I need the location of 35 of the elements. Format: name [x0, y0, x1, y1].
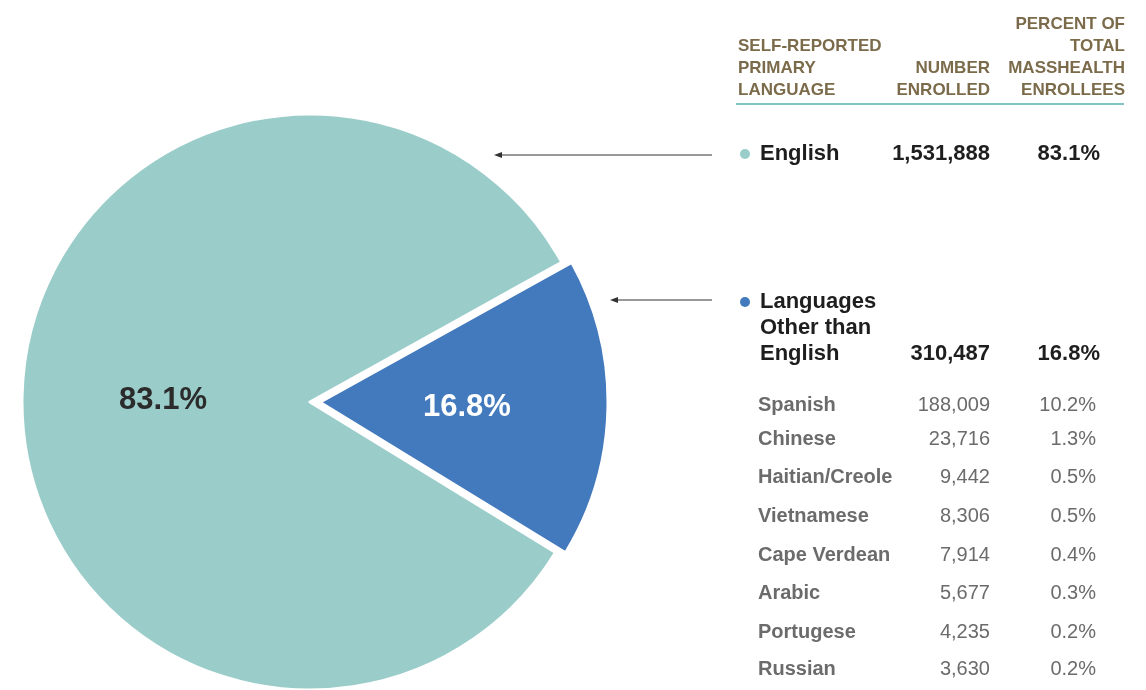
text: 188,009 — [916, 392, 990, 416]
text: 5,677 — [938, 580, 990, 604]
text: NUMBER ENROLLED — [895, 57, 990, 101]
text: 8,306 — [938, 503, 990, 527]
text: Cape Verdean — [758, 542, 892, 566]
text: Russian — [758, 656, 837, 680]
text: 7,914 — [938, 542, 990, 566]
text: Arabic — [758, 580, 822, 604]
text: 0.4% — [1049, 542, 1096, 566]
text: Spanish — [758, 392, 837, 416]
text: 3,630 — [938, 656, 990, 680]
text: Chinese — [758, 426, 837, 450]
text: Haitian/Creole — [758, 464, 894, 488]
text: 0.5% — [1049, 503, 1096, 527]
text: 9,442 — [938, 464, 990, 488]
data-label: 83.1% — [119, 381, 207, 417]
text: 1,531,888 — [891, 140, 990, 166]
text: 0.2% — [1049, 619, 1096, 643]
text: 83.1% — [1037, 140, 1100, 165]
text: Portugese — [758, 619, 857, 643]
text: 310,487 — [909, 340, 990, 366]
legend-label: English — [760, 140, 841, 166]
text: Vietnamese — [758, 503, 870, 527]
text: 16.8% — [1037, 340, 1100, 365]
data-label: 16.8% — [423, 387, 511, 423]
text: 0.5% — [1049, 464, 1096, 488]
text: SELF-REPORTED PRIMARY LANGUAGE — [738, 35, 883, 101]
text: 23,716 — [927, 426, 990, 450]
text: 0.3% — [1049, 580, 1096, 604]
text: 4,235 — [938, 619, 990, 643]
text: 0.2% — [1049, 656, 1096, 680]
text: 10.2% — [1038, 392, 1096, 416]
legend-label: Languages Other than English — [760, 288, 878, 366]
text: 1.3% — [1049, 426, 1096, 450]
text: PERCENT OF TOTAL MASSHEALTH ENROLLEES — [1007, 13, 1125, 101]
